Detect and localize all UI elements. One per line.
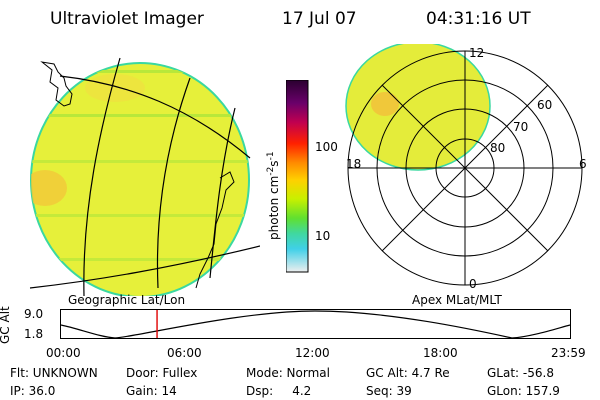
status-door: Door: Fullex bbox=[126, 366, 198, 380]
colorbar bbox=[286, 80, 309, 273]
mlt-label-0: 0 bbox=[469, 277, 477, 291]
geographic-map bbox=[29, 57, 260, 296]
date-label: 17 Jul 07 bbox=[282, 9, 357, 29]
orbit-xtick-0000: 00:00 bbox=[46, 346, 81, 360]
status-glat: GLat: -56.8 bbox=[487, 366, 554, 380]
polar-plot bbox=[345, 44, 583, 286]
status-mode: Mode: Normal bbox=[246, 366, 330, 380]
status-ip: IP: 36.0 bbox=[10, 384, 56, 398]
orbit-xtick-1800: 18:00 bbox=[423, 346, 458, 360]
lat-label-80: 80 bbox=[490, 141, 506, 155]
colorbar-unit-label: photon cm-2s-1 bbox=[266, 151, 281, 240]
polar-emission-patch bbox=[371, 92, 399, 116]
map-caption: Geographic Lat/Lon bbox=[68, 293, 186, 307]
orbit-ymin: 1.8 bbox=[24, 327, 44, 341]
colorbar-tick-100: 100 bbox=[315, 140, 338, 154]
polar-caption: Apex MLat/MLT bbox=[412, 293, 502, 307]
orbit-xtick-1200: 12:00 bbox=[295, 346, 330, 360]
uv-image-texture bbox=[31, 70, 249, 261]
time-label: 04:31:16 UT bbox=[426, 9, 531, 29]
status-flight: Flt: UNKNOWN bbox=[10, 366, 98, 380]
orbit-ymax: 9.0 bbox=[24, 307, 44, 321]
status-glon: GLon: 157.9 bbox=[487, 384, 560, 398]
colorbar-tick-10: 10 bbox=[315, 229, 331, 243]
orbit-ylabel: GC Alt bbox=[0, 306, 12, 344]
coastlines bbox=[40, 61, 235, 289]
mlt-label-12: 12 bbox=[469, 46, 485, 60]
orbit-altitude-plot bbox=[60, 309, 571, 339]
polar-grid bbox=[347, 50, 583, 286]
mlt-label-6: 6 bbox=[579, 157, 587, 171]
mlt-label-18: 18 bbox=[346, 157, 362, 171]
status-seq: Seq: 39 bbox=[366, 384, 412, 398]
status-gc-alt: GC Alt: 4.7 Re bbox=[366, 366, 450, 380]
status-dsp: Dsp: 4.2 bbox=[246, 384, 312, 398]
altitude-curve bbox=[60, 310, 571, 339]
orbit-xtick-0600: 06:00 bbox=[167, 346, 202, 360]
lat-label-70: 70 bbox=[513, 120, 529, 134]
lat-lon-grid bbox=[29, 57, 260, 296]
app-title: Ultraviolet Imager bbox=[50, 9, 204, 29]
polar-uv-coverage bbox=[345, 44, 491, 171]
lat-label-60: 60 bbox=[537, 98, 553, 112]
orbit-xtick-2359: 23:59 bbox=[551, 346, 586, 360]
status-gain: Gain: 14 bbox=[126, 384, 177, 398]
